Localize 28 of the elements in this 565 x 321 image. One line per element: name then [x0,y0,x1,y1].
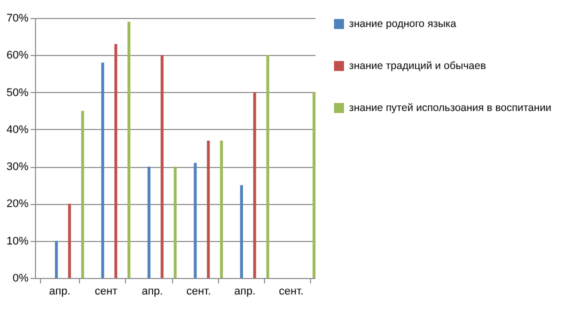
x-tick-label: апр. [142,286,163,298]
y-tick-label: 60% [6,50,29,62]
x-tick-label: апр. [49,286,70,298]
y-tick-label: 20% [6,198,29,210]
bar [54,240,58,278]
bar [148,166,150,278]
bar [240,185,243,278]
y-tick-label: 0% [12,272,29,284]
x-tick-label: сент [94,286,118,298]
bar [220,140,223,278]
y-tick-label: 10% [6,235,29,248]
x-tick-label: апр. [234,286,256,298]
bar [127,22,130,278]
y-tick-label: 30% [6,161,29,174]
y-tick-label: 70% [6,12,29,24]
y-tick-label: 40% [6,124,29,136]
legend-label: знание путей использоания в воспитании [349,102,552,114]
legend-label: знание родного языка [349,18,456,30]
x-tick-label: сент. [186,286,211,298]
bar [206,140,210,278]
bar [68,204,71,278]
bar [81,110,84,278]
bar [312,92,316,278]
legend-label: знание традиций и обычаев [349,60,486,72]
y-tick-label: 50% [6,86,29,99]
bar [253,92,256,278]
bar [160,55,164,278]
x-tick-label: сент. [278,286,304,298]
